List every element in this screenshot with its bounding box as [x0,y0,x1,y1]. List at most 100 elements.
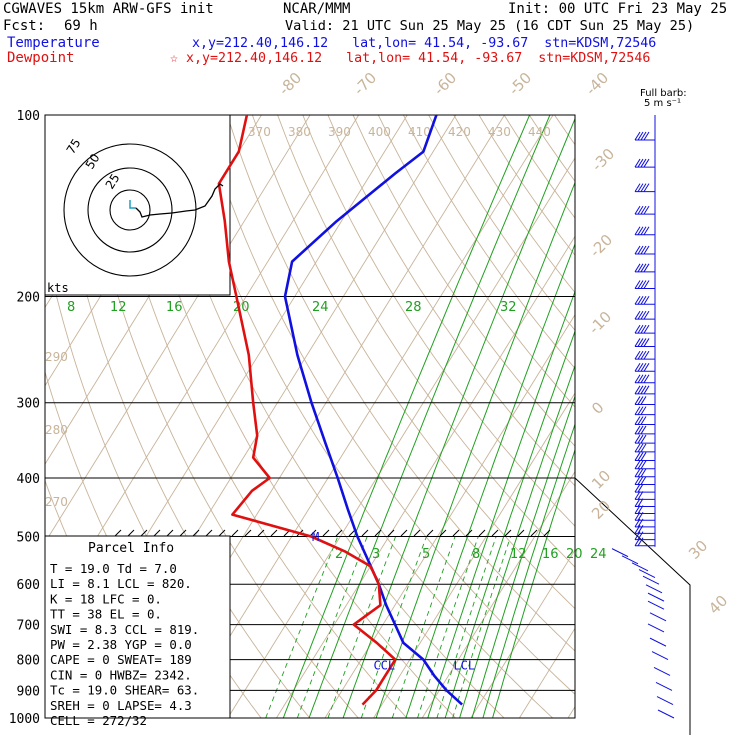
wind-barb [634,183,655,193]
theta-label: 390 [328,125,351,139]
wind-barb [634,518,655,528]
barb-flag [634,434,641,444]
barb-flag [634,537,641,547]
barb-flag [634,406,641,415]
barb-flag [637,537,644,547]
hodograph-trace [135,183,224,218]
isotherm-label: -10 [585,308,615,338]
isotherm-line [178,115,554,719]
dry-adiabat [327,115,575,487]
isotherm-line [373,392,575,719]
barb-flag [640,263,647,273]
parcel-info-row: LI = 8.1 LCL = 820. [50,576,192,591]
isotherm-label: -70 [350,69,380,99]
barb-flag [640,374,647,384]
barb-flag [643,131,650,141]
barb-flag [643,158,650,168]
barb-flag [643,280,650,289]
wind-barb [634,468,655,478]
dewpoint-location: ☆ x,y=212.40,146.12 lat,lon= 41.54, -93.… [170,51,651,66]
barb-flag [634,525,641,534]
theta-label: 400 [368,125,391,139]
wind-barb [634,476,655,486]
barb-flag [634,374,641,384]
low-wind-barb [653,666,671,676]
dry-adiabat [126,115,456,719]
barb-flag [634,295,641,305]
barb-flag [634,396,641,405]
hatch-mark [192,529,200,537]
parcel-info-row: Tc = 19.0 SHEAR= 63. [50,683,199,698]
barb-flag [637,362,644,372]
ccl-label: CCL [373,659,395,673]
barb-flag [640,158,647,168]
low-wind-barb [642,575,660,585]
init-time: Init: 00 UTC Fri 23 May 25 [508,1,728,17]
low-wind-barb [621,555,639,565]
barb-flag [640,226,647,236]
barb-flag [637,280,644,289]
wind-barb [634,498,655,508]
mixing-ratio-line [471,394,575,719]
mixing-ratio-label: 5 [422,547,430,562]
wind-barb [634,525,655,534]
hatch-mark [348,529,356,537]
temperature-location: x,y=212.40,146.12 lat,lon= 41.54, -93.67… [192,36,657,51]
wind-barb [634,416,655,425]
mixing-ratio-dashed [417,536,479,719]
barb-flag [640,452,647,461]
wind-barb [634,324,655,334]
hatch-mark [218,529,226,537]
barb-flag [637,425,644,435]
pressure-tick-label: 300 [17,397,40,412]
isotherm-label: -30 [588,145,618,175]
hatch-mark [244,529,252,537]
isotherm-line [227,157,575,719]
wind-barb [634,263,655,273]
mixing-ratio-line [427,290,575,719]
dry-adiabat [377,115,575,408]
barb-flag [634,385,641,395]
barb-flag [637,295,644,305]
wind-barb [634,434,655,444]
hatch-mark [231,529,239,537]
hatch-mark [127,529,135,537]
theta-label: 380 [288,125,311,139]
barb-flag [637,452,644,461]
barb-flag [637,338,644,347]
isotherm-label: 20 [588,497,614,523]
mixing-ratio-label: 16 [166,300,183,315]
barb-flag [640,350,647,360]
barb-flag [637,498,644,507]
theta-label: 370 [248,125,271,139]
isotherm-line [276,235,575,719]
barb-legend-units: 5 m s⁻¹ [644,98,681,109]
wind-barb [634,158,655,168]
isotherm-line [617,115,740,718]
isotherm-label: 10 [588,467,614,493]
hatch-mark [426,529,434,537]
isotherm-line [421,470,575,719]
isotherm-label: -40 [582,69,612,99]
barb-flag [640,280,647,289]
dewpoint-trace [217,114,397,706]
hodograph-ring-label: 50 [83,151,103,171]
hatch-mark [478,529,486,537]
hatch-mark [491,529,499,537]
valid-time: Valid: 21 UTC Sun 25 May 25 (16 CDT Sun … [285,18,695,34]
barb-flag [643,183,650,192]
barb-flag [640,434,647,444]
wind-barb [634,350,655,360]
low-wind-barb [638,569,656,579]
barb-flag [634,362,641,372]
theta-label: 410 [408,125,431,139]
hatch-mark [543,529,551,537]
parcel-info-box [44,535,231,719]
barb-flag [637,385,644,395]
isotherm-label: 0 [588,398,607,417]
pressure-tick-label: 1000 [9,712,40,727]
dry-adiabat [302,115,575,527]
hatch-mark [413,529,421,537]
